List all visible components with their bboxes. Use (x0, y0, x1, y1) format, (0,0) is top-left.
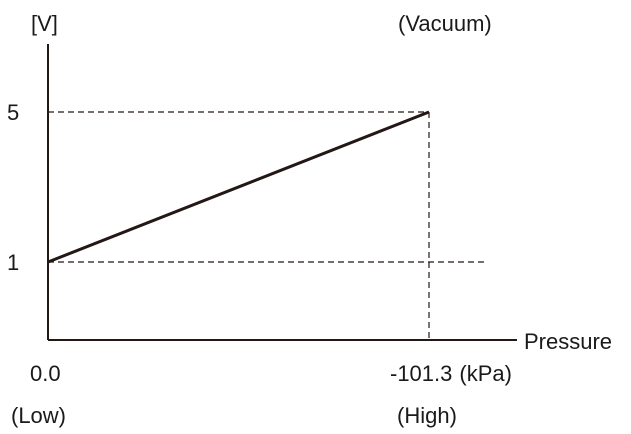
x-unit-label: (kPa) (459, 361, 512, 386)
x-tick-label: 0.0 (30, 361, 61, 386)
y-tick-label: 5 (7, 100, 19, 125)
low-annotation: (Low) (11, 403, 66, 428)
output-voltage-line (47, 110, 430, 264)
x-axis-label: Pressure (524, 329, 612, 354)
x-tick-label: -101.3 (kPa) (390, 361, 512, 386)
x-tick-value: -101.3 (390, 361, 452, 386)
y-tick-label: 1 (7, 250, 19, 275)
y-axis-label: [V] (31, 11, 58, 36)
vacuum-annotation: (Vacuum) (398, 11, 492, 36)
high-annotation: (High) (397, 403, 457, 428)
